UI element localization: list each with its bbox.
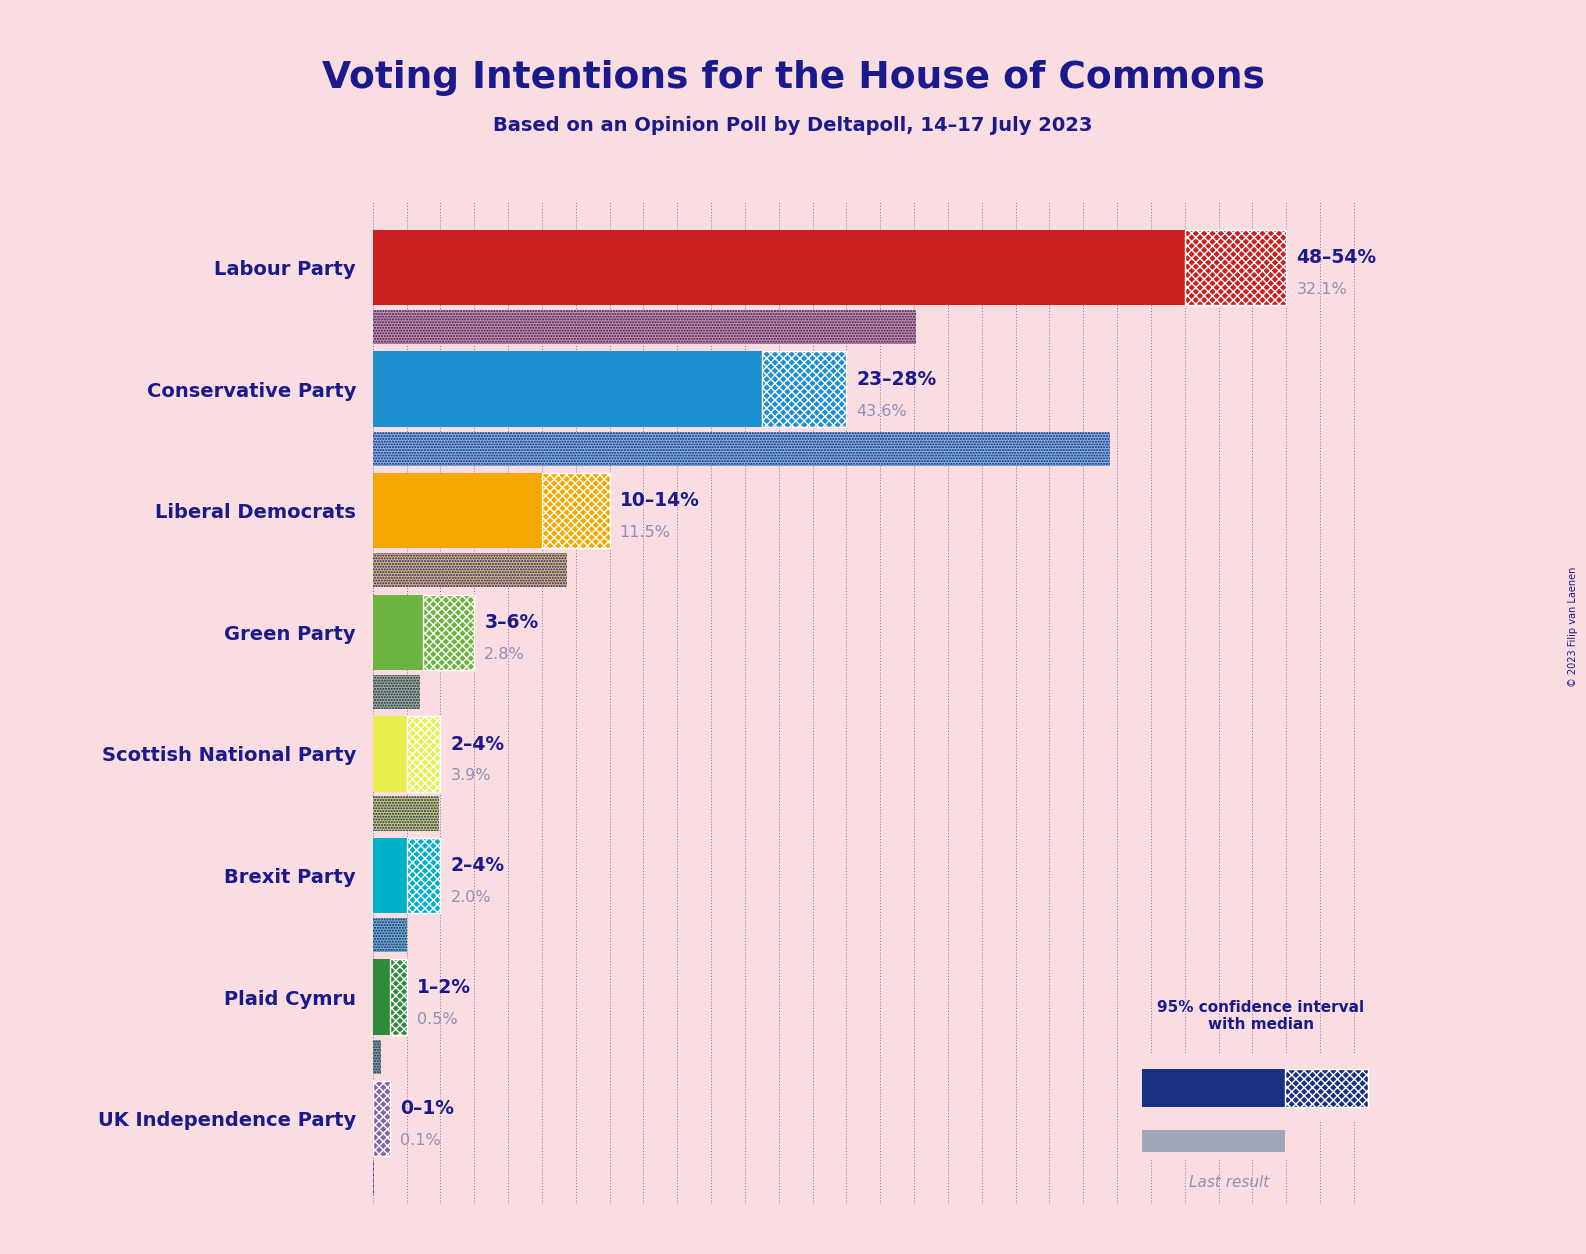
Bar	[406, 838, 441, 913]
Bar	[373, 431, 1110, 465]
Text: 23–28%: 23–28%	[856, 370, 937, 389]
Bar	[423, 594, 474, 670]
Text: 0–1%: 0–1%	[400, 1100, 454, 1119]
Bar	[373, 796, 439, 830]
Bar	[390, 959, 406, 1035]
Bar	[390, 959, 406, 1035]
Text: © 2023 Filip van Laenen: © 2023 Filip van Laenen	[1569, 567, 1578, 687]
Bar	[423, 594, 474, 670]
Bar	[373, 918, 406, 952]
Text: 11.5%: 11.5%	[620, 525, 671, 540]
Text: 48–54%: 48–54%	[1296, 248, 1377, 267]
Text: Voting Intentions for the House of Commons: Voting Intentions for the House of Commo…	[322, 60, 1264, 95]
Bar	[761, 351, 847, 426]
Text: 0.5%: 0.5%	[417, 1012, 457, 1027]
Text: 95% confidence interval
with median: 95% confidence interval with median	[1158, 999, 1364, 1032]
Bar	[1185, 229, 1286, 305]
Bar	[373, 553, 568, 587]
Bar	[1285, 1068, 1367, 1107]
Bar	[1185, 229, 1286, 305]
Bar	[1142, 1068, 1285, 1107]
Text: 2.8%: 2.8%	[484, 647, 525, 662]
Bar	[373, 716, 406, 791]
Bar	[373, 918, 406, 952]
Text: 32.1%: 32.1%	[1296, 282, 1347, 297]
Bar	[542, 473, 609, 548]
Text: 3.9%: 3.9%	[450, 769, 492, 784]
Text: 0.1%: 0.1%	[400, 1134, 441, 1149]
Bar	[373, 1081, 390, 1156]
Bar	[373, 959, 390, 1035]
Bar	[373, 1040, 381, 1073]
Bar	[373, 431, 1110, 465]
Bar	[373, 1040, 381, 1073]
Bar	[1285, 1068, 1367, 1107]
Bar	[373, 553, 568, 587]
Bar	[373, 1081, 390, 1156]
Bar	[406, 716, 441, 791]
Bar	[373, 473, 542, 548]
Bar	[373, 675, 420, 709]
Bar	[761, 351, 847, 426]
Bar	[542, 473, 609, 548]
Text: 2–4%: 2–4%	[450, 856, 504, 875]
Bar	[373, 838, 406, 913]
Text: 3–6%: 3–6%	[484, 613, 539, 632]
Bar	[373, 675, 420, 709]
Text: 43.6%: 43.6%	[856, 404, 907, 419]
Text: Last result: Last result	[1190, 1175, 1269, 1190]
Bar	[373, 1161, 374, 1195]
Bar	[373, 1161, 374, 1195]
Bar	[373, 594, 423, 670]
Bar	[373, 310, 915, 344]
Text: 1–2%: 1–2%	[417, 978, 471, 997]
Text: 10–14%: 10–14%	[620, 492, 699, 510]
Bar	[406, 838, 441, 913]
Text: Based on an Opinion Poll by Deltapoll, 14–17 July 2023: Based on an Opinion Poll by Deltapoll, 1…	[493, 115, 1093, 135]
Bar	[373, 229, 1185, 305]
Bar	[373, 351, 761, 426]
Text: 2.0%: 2.0%	[450, 890, 492, 905]
Bar	[406, 716, 441, 791]
Bar	[373, 796, 439, 830]
Bar	[1142, 1130, 1285, 1152]
Bar	[373, 310, 915, 344]
Text: 2–4%: 2–4%	[450, 735, 504, 754]
